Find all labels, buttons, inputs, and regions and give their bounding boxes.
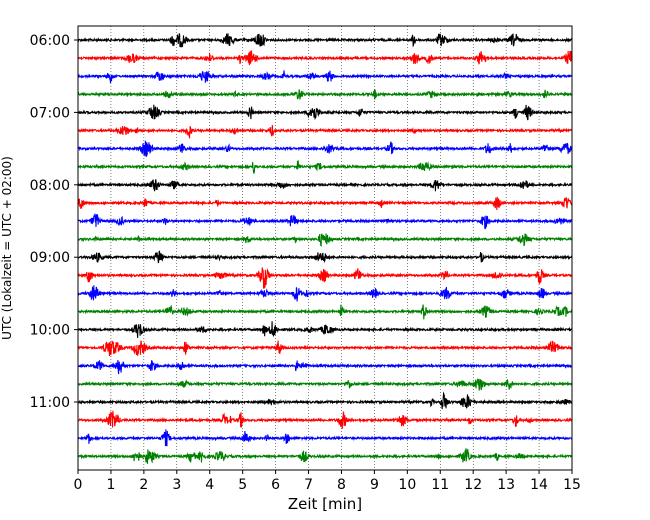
x-tick-label: 10: [398, 477, 416, 493]
x-axis-ticks: 0 1 2 3 4 5 6 7 8 9 10 11 12 13 14 15: [74, 470, 581, 493]
y-tick-label: 11:00: [30, 395, 70, 411]
trace-0815: [77, 196, 573, 211]
y-axis-label: UTC (Lokalzeit = UTC + 02:00): [0, 156, 14, 340]
trace-0915: [77, 267, 573, 289]
trace-1100: [77, 391, 573, 410]
x-axis-label: Zeit [min]: [288, 495, 362, 513]
x-tick-label: 2: [139, 477, 148, 493]
x-tick-label: 9: [370, 477, 379, 493]
trace-1130: [77, 429, 573, 447]
y-tick-label: 10:00: [30, 323, 70, 339]
trace-0715: [77, 125, 573, 139]
trace-0630: [77, 70, 573, 84]
x-tick-label: 4: [205, 477, 214, 493]
trace-1030: [77, 359, 573, 375]
x-tick-label: 14: [530, 477, 548, 493]
trace-1115: [77, 410, 573, 429]
trace-0945: [77, 304, 573, 320]
trace-1000: [77, 321, 573, 339]
y-tick-label: 09:00: [30, 250, 70, 266]
x-tick-label: 12: [464, 477, 482, 493]
x-tick-label: 11: [431, 477, 449, 493]
x-tick-label: 13: [497, 477, 515, 493]
x-tick-label: 6: [271, 477, 280, 493]
trace-0845: [77, 233, 573, 247]
trace-0700: [77, 104, 573, 121]
x-tick-label: 15: [563, 477, 581, 493]
x-tick-label: 3: [172, 477, 181, 493]
x-tick-label: 7: [304, 477, 313, 493]
trace-1015: [77, 339, 573, 356]
x-tick-label: 1: [106, 477, 115, 493]
y-axis-ticks: 06:00 07:00 08:00 09:00 10:00 11:00: [30, 33, 78, 411]
trace-1145: [77, 447, 573, 464]
x-grid: [110, 26, 540, 470]
y-tick-label: 08:00: [30, 178, 70, 194]
x-tick-label: 8: [337, 477, 346, 493]
plot-frame: [77, 25, 573, 471]
trace-0745: [77, 160, 573, 174]
y-tick-label: 06:00: [30, 33, 70, 49]
trace-0830: [77, 213, 573, 230]
trace-0930: [77, 285, 573, 302]
trace-0615: [77, 50, 573, 66]
traces: [77, 32, 573, 464]
trace-0645: [77, 89, 573, 100]
trace-0730: [77, 140, 573, 157]
x-tick-label: 5: [238, 477, 247, 493]
trace-1045: [77, 378, 573, 391]
trace-0900: [77, 250, 573, 264]
y-tick-label: 07:00: [30, 105, 70, 121]
trace-0600: [77, 32, 573, 48]
trace-0800: [77, 179, 573, 192]
x-tick-label: 0: [74, 477, 83, 493]
